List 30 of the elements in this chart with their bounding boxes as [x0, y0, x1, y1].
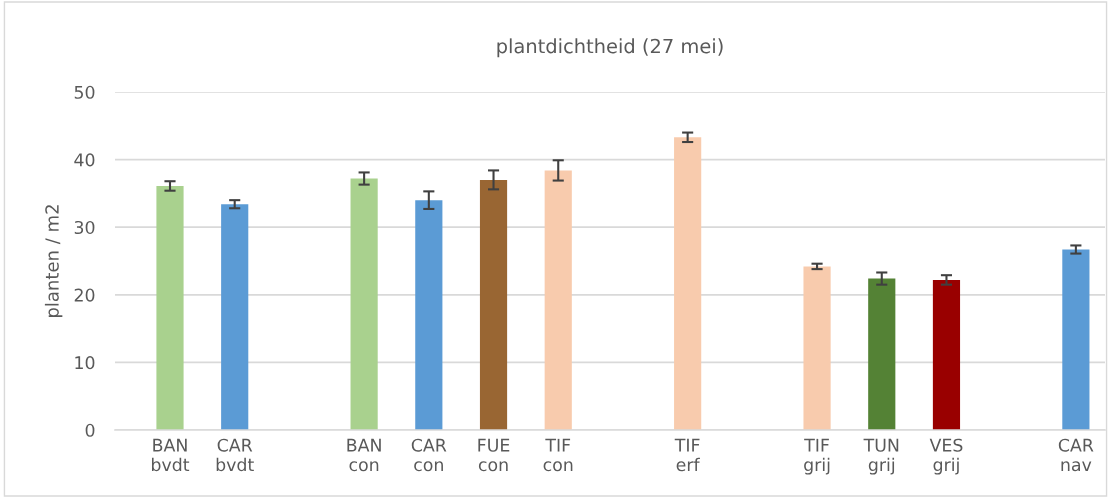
- x-tick-label: CAR nav: [1058, 438, 1094, 472]
- x-tick-label: VES grij: [929, 438, 963, 475]
- x-tick-label: BAN con: [347, 438, 381, 472]
- bar: [544, 170, 572, 430]
- x-tick-label: TIF con: [543, 438, 573, 472]
- bar: [221, 204, 249, 430]
- bar: [415, 200, 443, 430]
- bar: [932, 279, 961, 430]
- bar: [1062, 249, 1090, 430]
- x-tick-label: BAN bvdt: [152, 438, 190, 472]
- x-tick-label: TIF grij: [804, 438, 830, 475]
- y-tick-label: 50: [74, 85, 95, 99]
- y-tick-label: 10: [75, 356, 95, 370]
- bar: [479, 179, 508, 430]
- x-tick-label: TUN grij: [863, 438, 899, 475]
- bar: [803, 266, 831, 430]
- bar: [350, 178, 378, 430]
- y-tick-label: 0: [85, 423, 95, 437]
- y-axis-title: planten / m2: [44, 205, 63, 317]
- y-tick-label: 40: [74, 153, 95, 167]
- y-tick-label: 20: [74, 288, 95, 302]
- chart-title: plantdichtheid (27 mei): [497, 38, 723, 58]
- x-tick-label: CAR con: [411, 438, 447, 472]
- bar: [674, 137, 702, 430]
- y-tick-label: 30: [74, 220, 95, 235]
- x-tick-label: CAR bvdt: [216, 438, 254, 472]
- bar: [156, 185, 184, 430]
- bar: [868, 278, 896, 430]
- x-tick-label: TIF erf: [674, 438, 700, 472]
- x-tick-label: FUE con: [478, 438, 510, 472]
